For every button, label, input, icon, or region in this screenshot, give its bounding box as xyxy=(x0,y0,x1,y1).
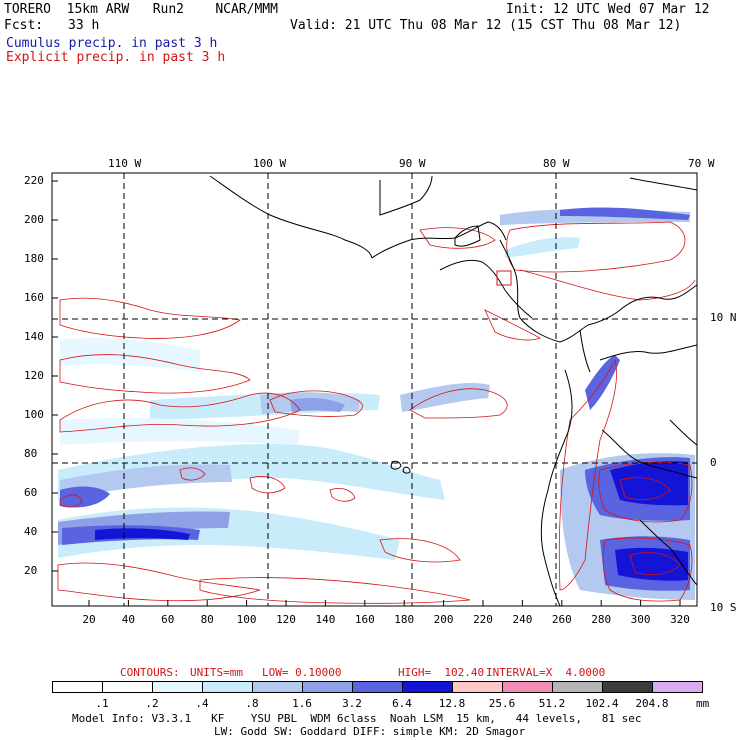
coastlines xyxy=(209,175,698,607)
forecast-hours: 33 h xyxy=(68,18,100,33)
x-tick-label: 200 xyxy=(433,613,454,626)
y-tick-label: 100 xyxy=(24,408,44,421)
colorbar-swatch xyxy=(502,681,553,693)
x-tick-label: 160 xyxy=(354,613,375,626)
lon-label-70w: 70 W xyxy=(688,157,715,170)
colorbar-swatch xyxy=(152,681,203,693)
x-tick-label: 80 xyxy=(200,613,214,626)
x-tick-label: 40 xyxy=(121,613,136,626)
contours-high: HIGH= 102.40 xyxy=(398,666,485,679)
x-tick-label: 300 xyxy=(630,613,651,626)
colorbar-label: 204.8 xyxy=(635,697,669,710)
x-tick-label: 140 xyxy=(315,613,336,626)
y-tick-label: 20 xyxy=(24,564,38,577)
x-tick-label: 280 xyxy=(591,613,612,626)
colorbar-swatch xyxy=(352,681,403,693)
y-tick-label: 40 xyxy=(24,525,38,538)
explicit-precip-contours xyxy=(57,221,696,604)
colorbar-swatch xyxy=(202,681,253,693)
x-tick-label: 240 xyxy=(512,613,533,626)
lat-label-10s: 10 S xyxy=(710,601,737,614)
colorbar-unit: mm xyxy=(696,697,710,710)
colorbar-label: 6.4 xyxy=(392,697,412,710)
model-physics: LW: Godd SW: Goddard DIFF: simple KM: 2D… xyxy=(214,725,526,738)
y-tick-label: 140 xyxy=(24,330,44,343)
colorbar-label: 1.6 xyxy=(292,697,312,710)
colorbar-label: .8 xyxy=(245,697,259,710)
contours-interval: INTERVAL=X 4.0000 xyxy=(486,666,606,679)
y-tick-label: 120 xyxy=(24,369,44,382)
field-cumulus-label: Cumulus precip. in past 3 h xyxy=(6,36,218,51)
contours-low: LOW= 0.10000 xyxy=(262,666,342,679)
valid-time: Valid: 21 UTC Thu 08 Mar 12 (15 CST Thu … xyxy=(290,18,682,33)
y-tick-label: 200 xyxy=(24,213,44,226)
contours-label: CONTOURS: xyxy=(120,666,180,679)
colorbar-label: 51.2 xyxy=(538,697,566,710)
model-info: Model Info: V3.3.1 KF YSU PBL WDM 6class… xyxy=(72,712,642,725)
x-tick-label: 60 xyxy=(161,613,175,626)
y-tick-label: 160 xyxy=(24,291,44,304)
lat-lon-grid xyxy=(52,173,697,606)
lat-label-0: 0 xyxy=(710,456,717,469)
contours-units: UNITS=mm xyxy=(190,666,243,679)
colorbar-swatch xyxy=(402,681,453,693)
y-tick-label: 80 xyxy=(24,447,38,460)
plot-frame xyxy=(51,172,698,607)
lon-label-110w: 110 W xyxy=(108,157,142,170)
colorbar-swatch xyxy=(302,681,353,693)
y-tick-label: 60 xyxy=(24,486,38,499)
y-tick-label: 180 xyxy=(24,252,44,265)
x-tick-label: 180 xyxy=(394,613,415,626)
colorbar-label: .4 xyxy=(195,697,209,710)
colorbar-swatch xyxy=(652,681,703,693)
forecast-label: Fcst: xyxy=(4,18,44,33)
model-title: TORERO 15km ARW Run2 NCAR/MMM xyxy=(4,2,278,17)
colorbar-label: 102.4 xyxy=(585,697,619,710)
x-tick-label: 320 xyxy=(670,613,690,626)
lon-label-100w: 100 W xyxy=(253,157,287,170)
colorbar-label: 25.6 xyxy=(488,697,516,710)
lon-label-90w: 90 W xyxy=(399,157,426,170)
x-tick-label: 220 xyxy=(473,613,493,626)
init-time: Init: 12 UTC Wed 07 Mar 12 xyxy=(506,2,710,17)
lat-label-10n: 10 N xyxy=(710,311,737,324)
x-tick-label: 20 xyxy=(82,613,96,626)
axis-ticks xyxy=(52,180,681,606)
x-tick-label: 120 xyxy=(276,613,296,626)
colorbar-swatch xyxy=(52,681,103,693)
colorbar-label: .1 xyxy=(95,697,109,710)
colorbar-swatch xyxy=(552,681,603,693)
colorbar-swatch xyxy=(252,681,303,693)
colorbar-label: 12.8 xyxy=(438,697,466,710)
lon-label-80w: 80 W xyxy=(543,157,570,170)
colorbar-label: .2 xyxy=(145,697,159,710)
cumulus-precip-areas xyxy=(58,207,695,600)
x-tick-label: 100 xyxy=(236,613,257,626)
colorbar-swatch xyxy=(602,681,653,693)
station-marker xyxy=(496,270,512,286)
field-explicit-label: Explicit precip. in past 3 h xyxy=(6,50,226,65)
x-tick-label: 260 xyxy=(551,613,572,626)
y-tick-label: 220 xyxy=(24,174,44,187)
colorbar-swatch xyxy=(102,681,153,693)
colorbar-label: 3.2 xyxy=(342,697,362,710)
colorbar-swatch xyxy=(452,681,503,693)
